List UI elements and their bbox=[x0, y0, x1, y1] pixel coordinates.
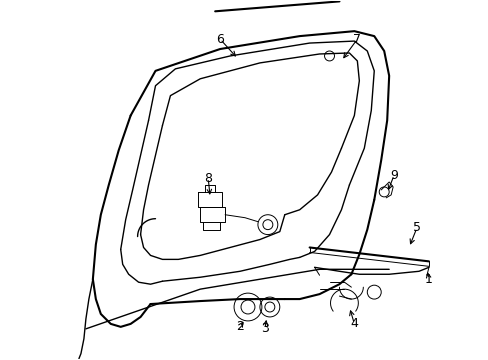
Text: 3: 3 bbox=[261, 322, 268, 336]
Text: 6: 6 bbox=[216, 33, 224, 46]
Text: 4: 4 bbox=[350, 318, 358, 330]
Text: 8: 8 bbox=[204, 171, 212, 185]
Text: 9: 9 bbox=[389, 168, 397, 181]
Text: 1: 1 bbox=[424, 273, 432, 286]
Text: 2: 2 bbox=[236, 320, 244, 333]
Text: 7: 7 bbox=[353, 33, 361, 46]
Text: 5: 5 bbox=[412, 221, 420, 234]
